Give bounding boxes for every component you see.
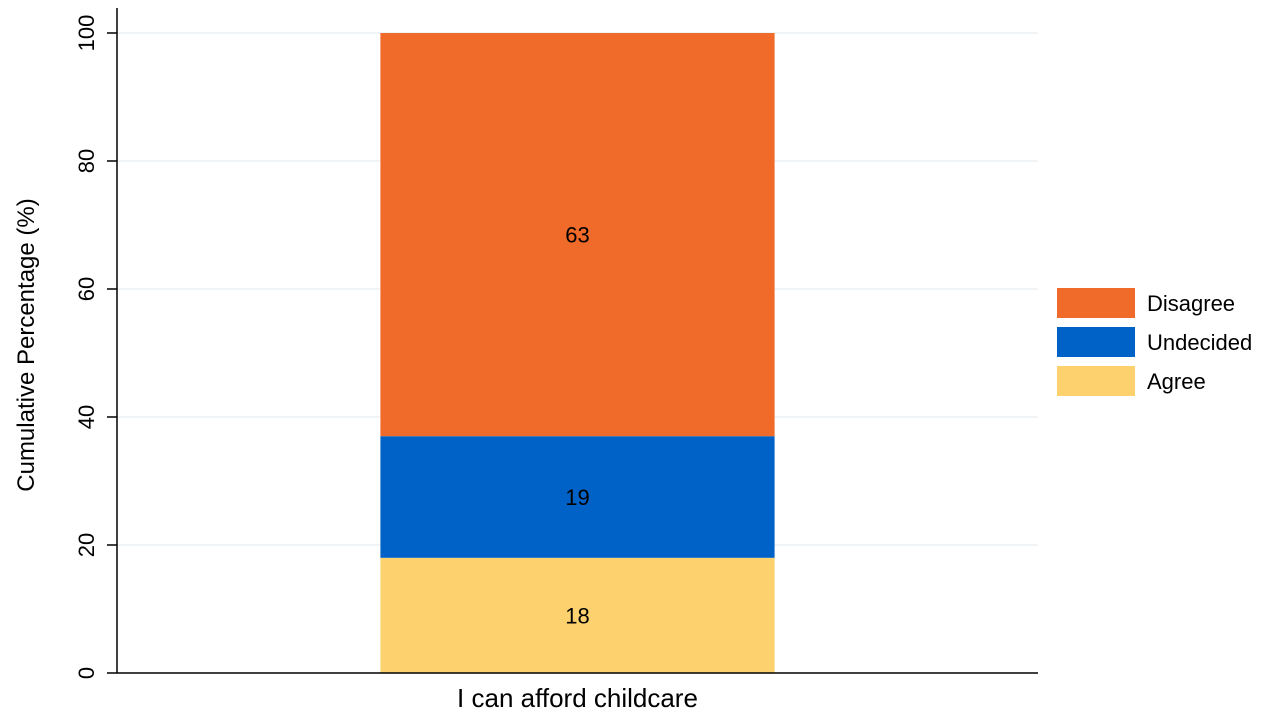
y-tick-label: 40 [74,405,99,429]
axes [116,8,1038,674]
bar-segment-agree [380,557,775,673]
y-tick-label: 60 [74,277,99,301]
data-label-undecided: 19 [565,485,589,510]
category-labels: I can afford childcare [457,683,698,711]
y-axis-title: Cumulative Percentage (%) [13,198,40,491]
bar-segment-disagree [380,33,775,437]
legend-label-disagree: Disagree [1147,291,1235,316]
data-label-disagree: 63 [565,223,589,248]
bars [380,33,775,673]
legend-swatch-undecided [1057,327,1135,357]
legend-label-agree: Agree [1147,369,1206,394]
legend: Disagree Undecided Agree [1057,288,1252,396]
y-tick-label: 100 [74,15,99,52]
y-tick-label: 20 [74,533,99,557]
data-labels: 18 19 63 [565,223,589,629]
x-category-label: I can afford childcare [457,683,698,711]
y-ticks: 0 20 40 60 80 100 [74,15,117,679]
data-label-agree: 18 [565,603,589,628]
y-tick-label: 0 [74,667,99,679]
y-tick-label: 80 [74,149,99,173]
bar-segment-undecided [380,436,775,558]
legend-swatch-disagree [1057,288,1135,318]
legend-label-undecided: Undecided [1147,330,1252,355]
legend-swatch-agree [1057,366,1135,396]
